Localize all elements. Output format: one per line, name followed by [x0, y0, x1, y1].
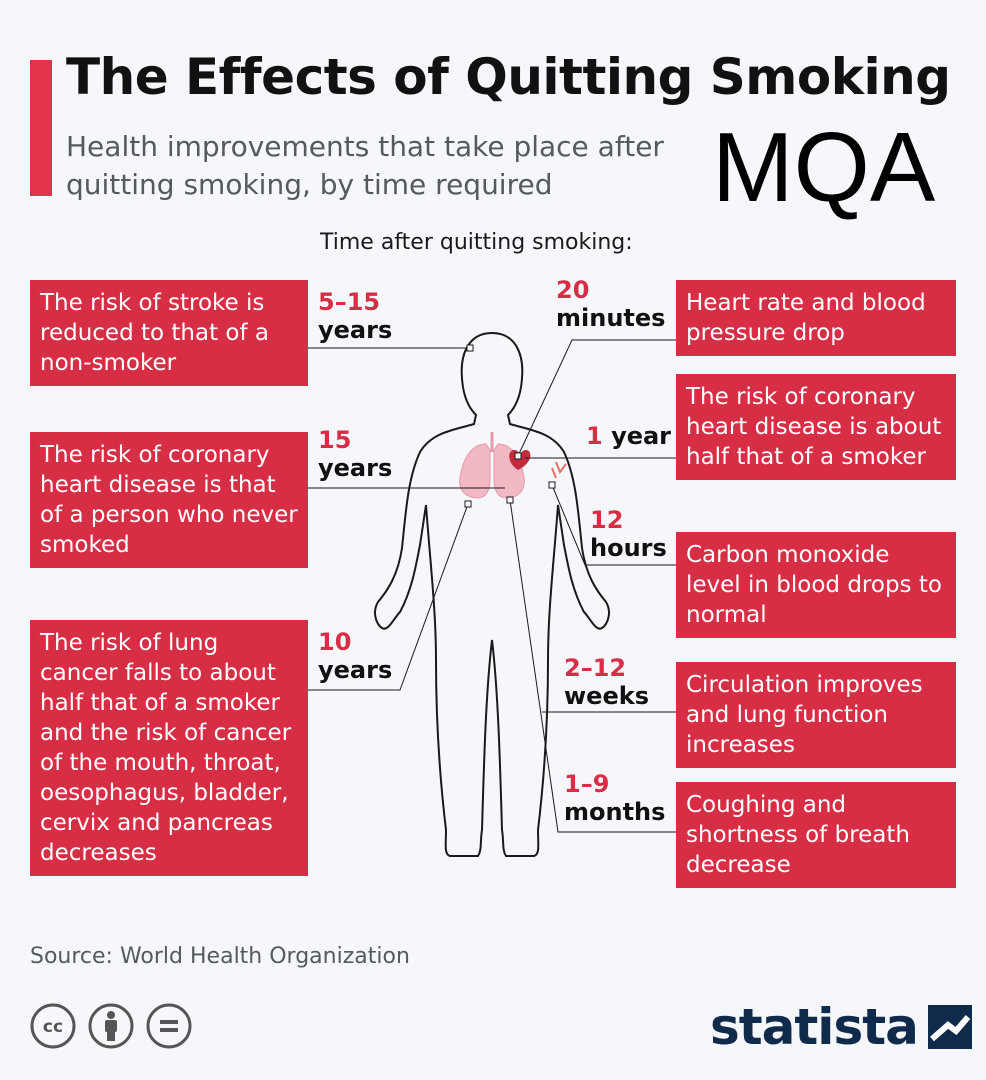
svg-text:cc: cc — [43, 1017, 63, 1037]
time-label-12-hours: 12 hours — [590, 506, 667, 562]
time-value: 2–12 — [564, 654, 627, 682]
time-value: 10 — [318, 628, 352, 656]
time-label-2-12-weeks: 2–12 weeks — [564, 654, 649, 710]
time-label-1-year: 1 year — [586, 422, 671, 450]
time-unit: minutes — [556, 304, 666, 332]
by-attribution-icon[interactable] — [88, 1003, 134, 1049]
time-value: 15 — [318, 426, 352, 454]
time-value: 12 — [590, 506, 624, 534]
effect-box-stroke: The risk of stroke is reduced to that of… — [30, 280, 308, 386]
license-icons: cc — [30, 1003, 192, 1049]
time-label-10-years: 10 years — [318, 628, 392, 684]
time-unit: years — [318, 454, 393, 482]
effect-box-coronary-never-smoked: The risk of coronary heart disease is th… — [30, 432, 308, 568]
page-title: The Effects of Quitting Smoking — [66, 48, 951, 106]
effect-box-coughing: Coughing and shortness of breath decreas… — [676, 782, 956, 888]
time-unit: years — [318, 316, 393, 344]
cc-icon[interactable]: cc — [30, 1003, 76, 1049]
time-label-15-years: 15 years — [318, 426, 392, 482]
effect-box-lung-cancer: The risk of lung cancer falls to about h… — [30, 620, 308, 876]
effect-box-coronary-half: The risk of coronary heart disease is ab… — [676, 374, 956, 480]
time-unit: months — [564, 798, 666, 826]
human-body-icon — [374, 331, 610, 857]
time-value: 1 — [586, 422, 603, 450]
time-unit: weeks — [564, 682, 649, 710]
source-note: Source: World Health Organization — [30, 944, 410, 969]
nd-equals-icon[interactable] — [146, 1003, 192, 1049]
time-value: 5–15 — [318, 288, 381, 316]
title-accent-bar — [30, 60, 52, 196]
time-unit: years — [318, 656, 393, 684]
effect-box-heart-rate: Heart rate and blood pressure drop — [676, 280, 956, 356]
effect-box-circulation: Circulation improves and lung function i… — [676, 662, 956, 768]
time-caption: Time after quitting smoking: — [320, 230, 633, 255]
time-value: 1–9 — [564, 770, 610, 798]
time-label-20-minutes: 20 minutes — [556, 276, 665, 332]
watermark: MQA — [712, 112, 936, 222]
time-label-5-15-years: 5–15 years — [318, 288, 392, 344]
blood-vessel-icon — [551, 461, 567, 479]
time-unit: year — [611, 422, 672, 450]
statista-logo-icon — [927, 1005, 972, 1049]
statista-brand[interactable]: statista — [710, 998, 972, 1056]
page-subtitle: Health improvements that take place afte… — [66, 130, 664, 201]
time-value: 20 — [556, 276, 590, 304]
effect-box-carbon-monoxide: Carbon monoxide level in blood drops to … — [676, 532, 956, 638]
time-label-1-9-months: 1–9 months — [564, 770, 665, 826]
time-unit: hours — [590, 534, 667, 562]
brand-name: statista — [710, 998, 919, 1056]
